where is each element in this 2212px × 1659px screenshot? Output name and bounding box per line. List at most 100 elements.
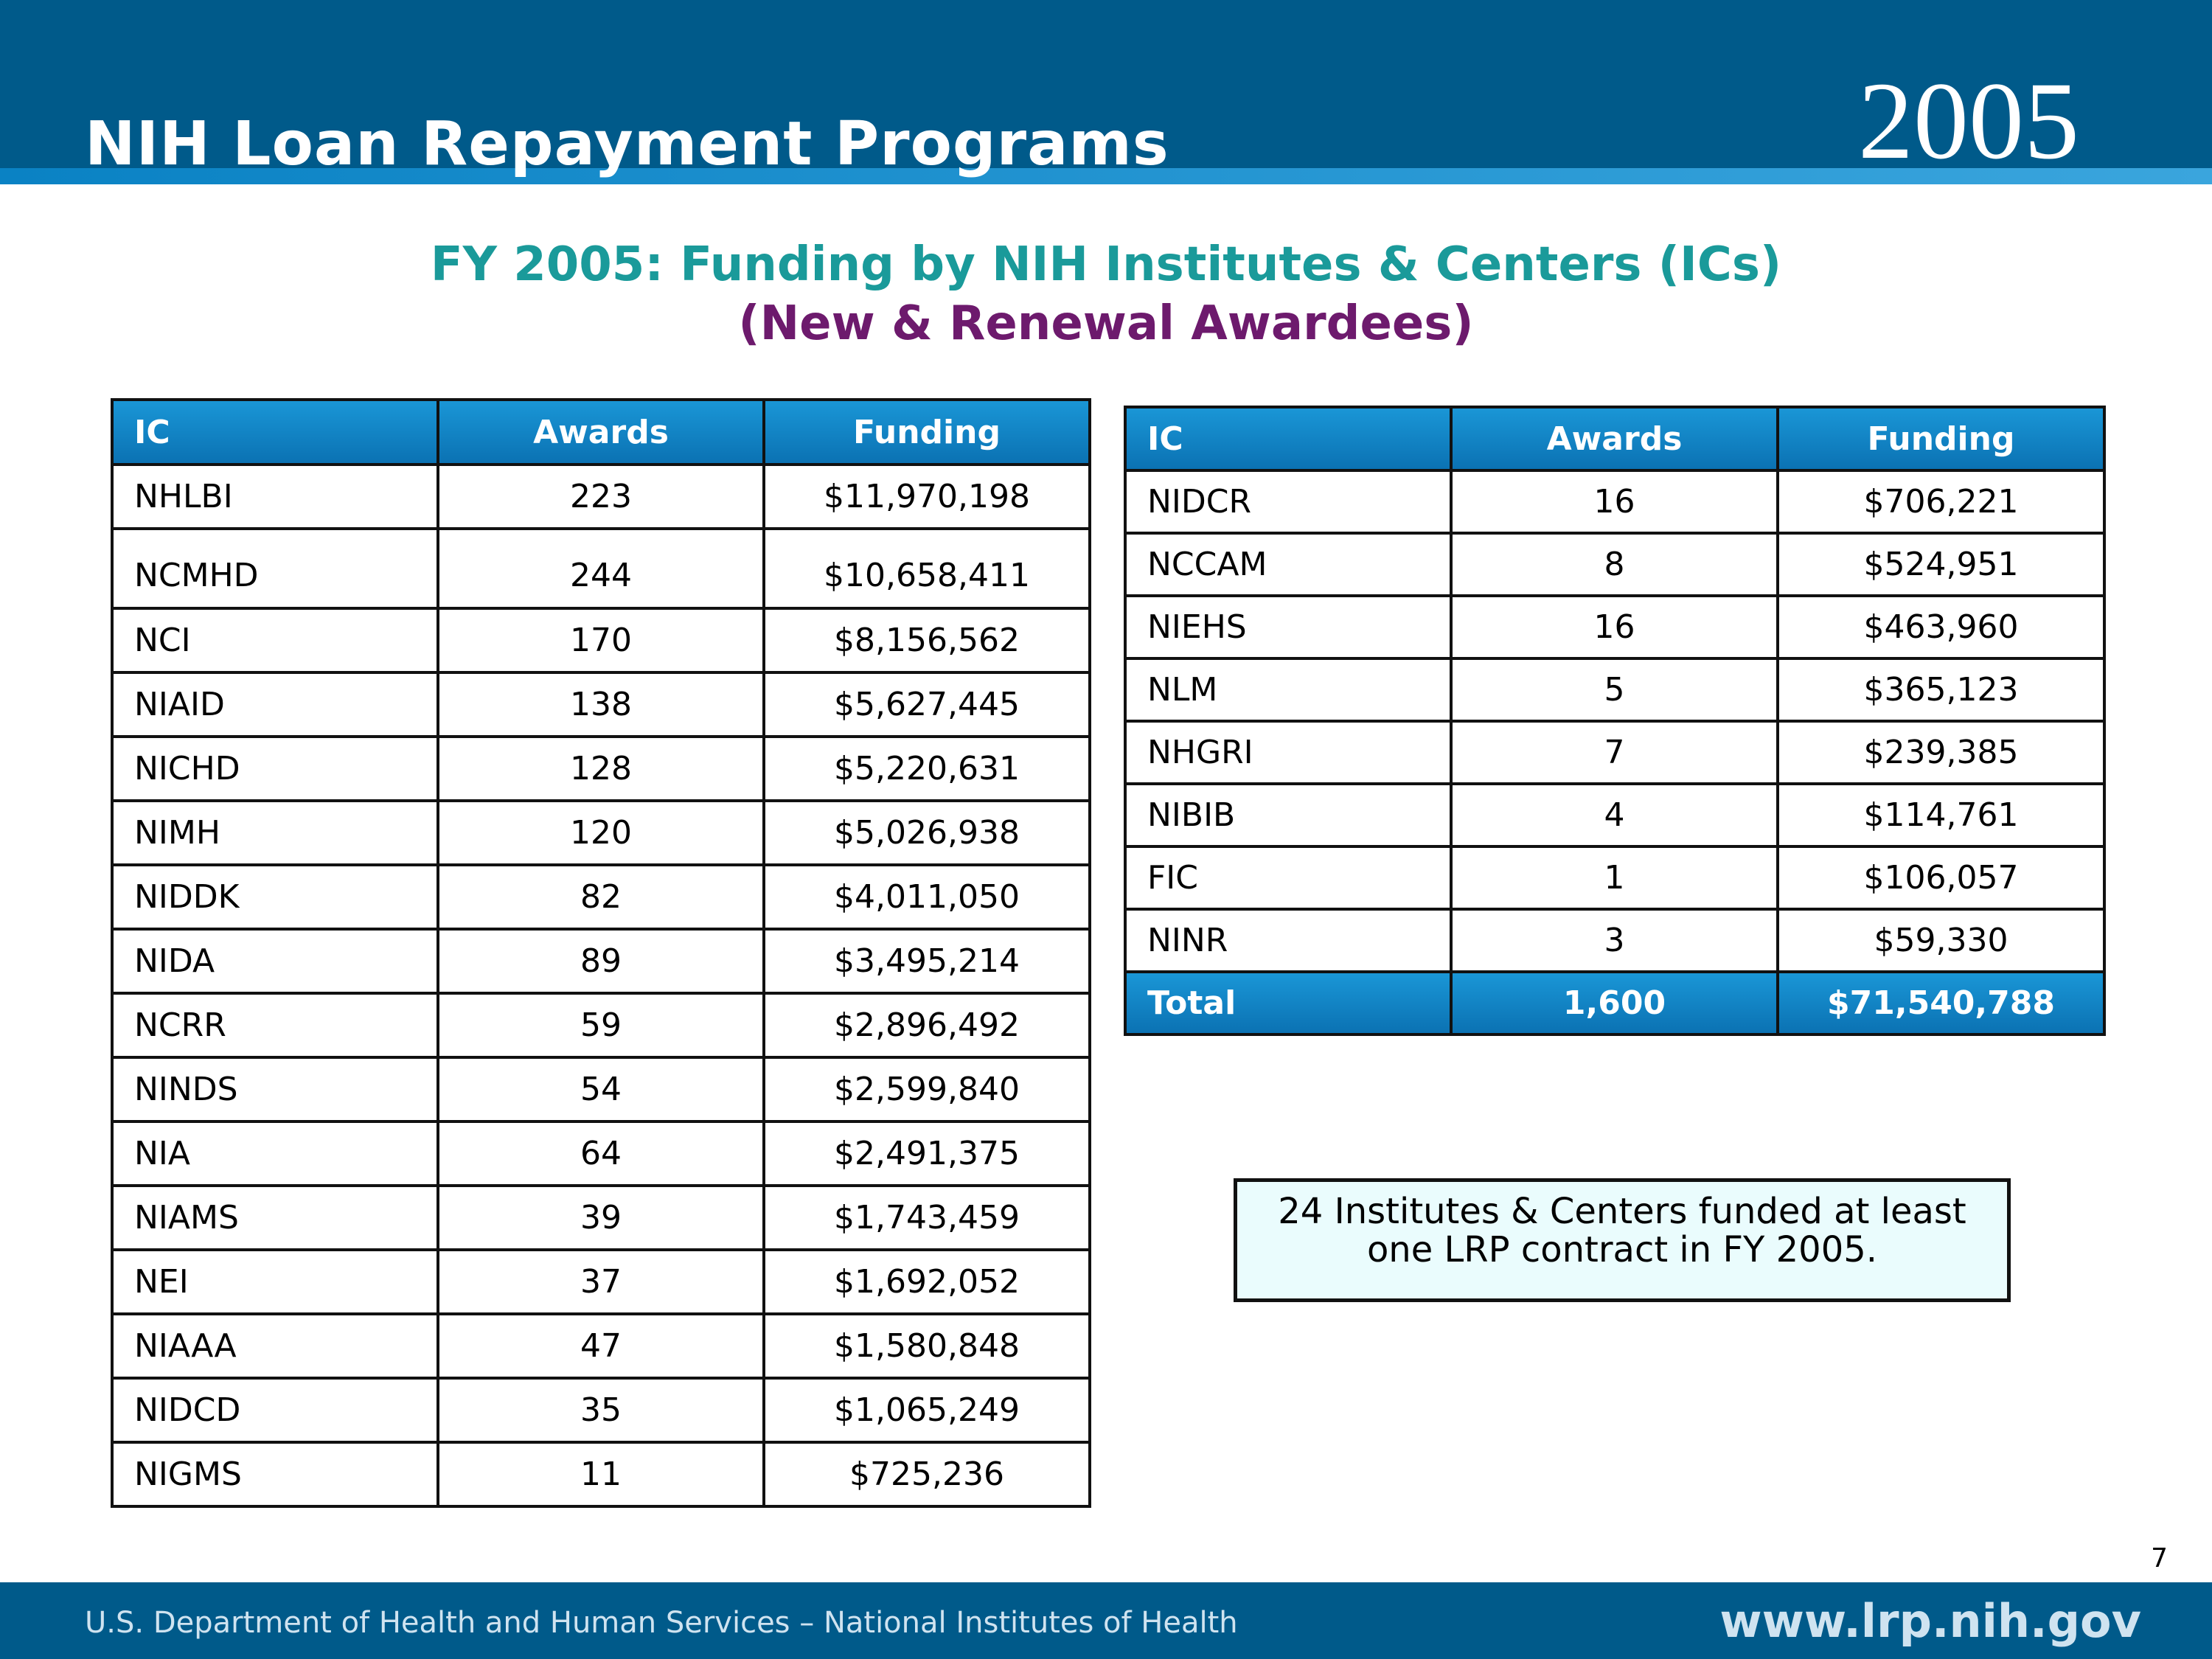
total-row: Total 1,600 $71,540,788 bbox=[1124, 970, 2106, 1036]
column-header-funding: Funding bbox=[762, 398, 1091, 466]
column-header-awards: Awards bbox=[437, 398, 765, 466]
cell-awards: 16 bbox=[1450, 469, 1779, 535]
table-row: NIAAA 47 $1,580,848 bbox=[111, 1312, 1091, 1380]
cell-funding: $5,627,445 bbox=[762, 671, 1091, 738]
cell-awards: 47 bbox=[437, 1312, 765, 1380]
table-row: NCMHD 244 $10,658,411 bbox=[111, 527, 1091, 610]
cell-funding: $706,221 bbox=[1776, 469, 2106, 535]
cell-awards: 120 bbox=[437, 799, 765, 866]
slide-title: FY 2005: Funding by NIH Institutes & Cen… bbox=[430, 237, 1782, 292]
total-awards: 1,600 bbox=[1450, 970, 1779, 1036]
funding-table-right: IC Awards Funding NIDCR 16 $706,221 NCCAM 8 $… bbox=[1124, 406, 2106, 1036]
cell-awards: 8 bbox=[1450, 532, 1779, 597]
cell-ic: NIDCD bbox=[111, 1377, 439, 1444]
cell-funding: $10,658,411 bbox=[762, 527, 1091, 610]
column-header-funding: Funding bbox=[1776, 406, 2106, 472]
header-year: 2005 bbox=[1858, 60, 2079, 182]
cell-funding: $5,220,631 bbox=[762, 735, 1091, 802]
table-row: NCRR 59 $2,896,492 bbox=[111, 992, 1091, 1059]
cell-ic: NIMH bbox=[111, 799, 439, 866]
funding-table-left-body: NHLBI 223 $11,970,198 NCMHD 244 $10,658,411 NC… bbox=[111, 463, 1091, 1508]
cell-ic: NICHD bbox=[111, 735, 439, 802]
cell-funding: $2,896,492 bbox=[762, 992, 1091, 1059]
table-row: NLM 5 $365,123 bbox=[1124, 657, 2106, 723]
table-header-row: IC Awards Funding bbox=[1124, 406, 2106, 472]
total-label: Total bbox=[1124, 970, 1453, 1036]
cell-awards: 82 bbox=[437, 863, 765, 931]
cell-ic: NHGRI bbox=[1124, 720, 1453, 785]
cell-ic: NCMHD bbox=[111, 527, 439, 610]
cell-awards: 138 bbox=[437, 671, 765, 738]
table-row: NCCAM 8 $524,951 bbox=[1124, 532, 2106, 597]
cell-ic: NINDS bbox=[111, 1056, 439, 1123]
cell-awards: 35 bbox=[437, 1377, 765, 1444]
cell-ic: NIDDK bbox=[111, 863, 439, 931]
cell-awards: 128 bbox=[437, 735, 765, 802]
column-header-ic: IC bbox=[1124, 406, 1453, 472]
table-row: NCI 170 $8,156,562 bbox=[111, 607, 1091, 674]
table-row: NIEHS 16 $463,960 bbox=[1124, 594, 2106, 660]
cell-awards: 244 bbox=[437, 527, 765, 610]
cell-awards: 170 bbox=[437, 607, 765, 674]
header-bar bbox=[0, 0, 2212, 184]
cell-awards: 223 bbox=[437, 463, 765, 530]
cell-awards: 39 bbox=[437, 1184, 765, 1251]
table-row: NIAMS 39 $1,743,459 bbox=[111, 1184, 1091, 1251]
cell-funding: $11,970,198 bbox=[762, 463, 1091, 530]
column-header-awards: Awards bbox=[1450, 406, 1779, 472]
table-row: NIA 64 $2,491,375 bbox=[111, 1120, 1091, 1187]
cell-ic: NHLBI bbox=[111, 463, 439, 530]
table-row: NIMH 120 $5,026,938 bbox=[111, 799, 1091, 866]
note-line-2: one LRP contract in FY 2005. bbox=[1366, 1229, 1878, 1270]
cell-funding: $59,330 bbox=[1776, 908, 2106, 973]
table-row: NIGMS 11 $725,236 bbox=[111, 1441, 1091, 1508]
cell-funding: $1,580,848 bbox=[762, 1312, 1091, 1380]
table-row: FIC 1 $106,057 bbox=[1124, 845, 2106, 911]
cell-funding: $463,960 bbox=[1776, 594, 2106, 660]
header-stripe bbox=[0, 168, 2212, 184]
cell-awards: 64 bbox=[437, 1120, 765, 1187]
cell-funding: $725,236 bbox=[762, 1441, 1091, 1508]
cell-awards: 4 bbox=[1450, 782, 1779, 848]
cell-ic: NCI bbox=[111, 607, 439, 674]
cell-ic: NEI bbox=[111, 1248, 439, 1315]
table-row: NIDCD 35 $1,065,249 bbox=[111, 1377, 1091, 1444]
cell-funding: $524,951 bbox=[1776, 532, 2106, 597]
cell-funding: $2,491,375 bbox=[762, 1120, 1091, 1187]
cell-ic: NIBIB bbox=[1124, 782, 1453, 848]
cell-ic: FIC bbox=[1124, 845, 1453, 911]
page-number: 7 bbox=[2151, 1543, 2168, 1573]
cell-awards: 7 bbox=[1450, 720, 1779, 785]
cell-awards: 5 bbox=[1450, 657, 1779, 723]
cell-funding: $5,026,938 bbox=[762, 799, 1091, 866]
footer-bar bbox=[0, 1582, 2212, 1659]
header-title: NIH Loan Repayment Programs bbox=[85, 109, 1169, 179]
cell-funding: $1,743,459 bbox=[762, 1184, 1091, 1251]
note-line-1: 24 Institutes & Centers funded at least bbox=[1278, 1191, 1966, 1232]
cell-funding: $1,065,249 bbox=[762, 1377, 1091, 1444]
funding-table-right-body: NIDCR 16 $706,221 NCCAM 8 $524,951 NIEHS 16 $463… bbox=[1124, 469, 2106, 973]
cell-funding: $365,123 bbox=[1776, 657, 2106, 723]
table-row: NIBIB 4 $114,761 bbox=[1124, 782, 2106, 848]
table-row: NIAID 138 $5,627,445 bbox=[111, 671, 1091, 738]
cell-ic: NCCAM bbox=[1124, 532, 1453, 597]
footer-url: www.lrp.nih.gov bbox=[1719, 1594, 2141, 1648]
cell-ic: NIGMS bbox=[111, 1441, 439, 1508]
cell-funding: $2,599,840 bbox=[762, 1056, 1091, 1123]
cell-awards: 11 bbox=[437, 1441, 765, 1508]
table-row: NIDCR 16 $706,221 bbox=[1124, 469, 2106, 535]
cell-funding: $106,057 bbox=[1776, 845, 2106, 911]
table-row: NICHD 128 $5,220,631 bbox=[111, 735, 1091, 802]
table-row: NHGRI 7 $239,385 bbox=[1124, 720, 2106, 785]
cell-ic: NINR bbox=[1124, 908, 1453, 973]
cell-funding: $4,011,050 bbox=[762, 863, 1091, 931]
cell-ic: NLM bbox=[1124, 657, 1453, 723]
cell-awards: 16 bbox=[1450, 594, 1779, 660]
total-funding: $71,540,788 bbox=[1776, 970, 2106, 1036]
slide-subtitle: (New & Renewal Awardees) bbox=[738, 296, 1474, 351]
cell-ic: NIEHS bbox=[1124, 594, 1453, 660]
cell-ic: NIAMS bbox=[111, 1184, 439, 1251]
cell-ic: NIAID bbox=[111, 671, 439, 738]
cell-awards: 54 bbox=[437, 1056, 765, 1123]
cell-funding: $239,385 bbox=[1776, 720, 2106, 785]
